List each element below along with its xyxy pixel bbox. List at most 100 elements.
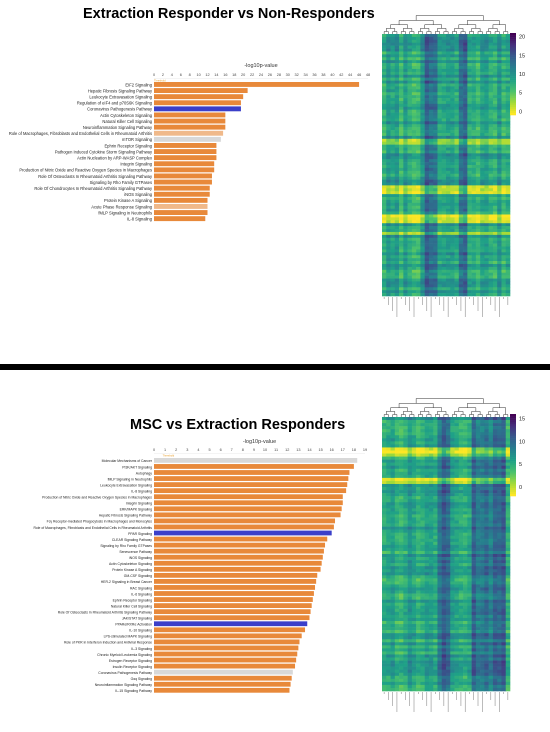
category-label: ERK/MAPK Signaling (120, 508, 153, 512)
x-tick-label: 1 (164, 448, 166, 452)
category-label: PPAR Signaling (128, 532, 152, 536)
category-label: Signaling by Rho Family GTPases (100, 544, 152, 548)
x-tick-label: 48 (366, 73, 370, 77)
x-tick-label: 4 (171, 73, 173, 77)
category-label: fMLP Signaling in Neutrophils (108, 477, 153, 481)
category-label: RAC Signaling (130, 586, 152, 590)
x-tick-label: 6 (220, 448, 222, 452)
x-tick-label: 18 (352, 448, 356, 452)
bar (154, 197, 208, 203)
section-divider (0, 364, 550, 370)
bar (154, 136, 221, 142)
category-label: Insulin Receptor Signaling (113, 665, 153, 669)
bar (154, 185, 210, 191)
bar (154, 609, 311, 615)
category-label: fMLP Signaling in Neutrophils (98, 210, 152, 215)
x-tick-label: 44 (348, 73, 352, 77)
column-labels (383, 692, 509, 712)
heatmap-1: 20 15 10 5 0 (382, 15, 525, 317)
category-label: Neuroinflammation Signaling Pathway (83, 125, 153, 130)
category-label: Actin Cytoskeleton Signaling (109, 562, 152, 566)
category-label: Actin Nucleation by ARP-WASP Complex (77, 156, 152, 161)
bar (154, 94, 244, 100)
bar (154, 82, 360, 87)
x-tick-label: 14 (214, 73, 218, 77)
bar (154, 681, 291, 687)
x-tick-label: 13 (296, 448, 300, 452)
x-tick-label: 16 (223, 73, 227, 77)
bar (154, 155, 217, 161)
x-tick-label: 24 (259, 73, 263, 77)
x-tick-label: 4 (197, 448, 199, 452)
x-tick-label: 6 (180, 73, 182, 77)
bar (154, 645, 299, 651)
category-label: Role of PKR in Interferon Induction and … (64, 641, 152, 645)
category-label: IL-3 Signaling (131, 647, 152, 651)
category-label: IL-8 Signaling (127, 217, 153, 222)
colorbar (510, 33, 516, 116)
x-tick-label: 46 (357, 73, 361, 77)
bar (154, 651, 298, 657)
colorbar-tick-label: 5 (519, 91, 522, 97)
category-label: Actin Cytoskeleton Signaling (100, 113, 153, 118)
x-tick-label: 11 (274, 448, 278, 452)
bar (154, 669, 293, 675)
category-label: Production of Nitric Oxide and Reactive … (19, 168, 152, 173)
x-tick-label: 14 (307, 448, 311, 452)
bar (154, 149, 217, 154)
bar (154, 167, 215, 173)
bar (154, 130, 224, 136)
bar (154, 663, 296, 669)
x-tick-label: 3 (186, 448, 188, 452)
category-label: Role Of Chondrocytes In Rheumatoid Arthr… (34, 186, 153, 191)
x-tick-label: 34 (303, 73, 307, 77)
category-label: Natural Killer Cell Signaling (102, 119, 152, 124)
x-tick-label: 5 (208, 448, 210, 452)
category-label: IL-6 Signaling (131, 592, 152, 596)
category-label: Role of Macrophages, Fibroblasts and End… (33, 526, 152, 530)
category-label: Leukocyte Extravasation Signaling (89, 95, 152, 100)
panel-extraction-responder-vs-non-responders: Extraction Responder vs Non-Responders -… (0, 0, 550, 362)
category-label: JAK/STAT Signaling (122, 617, 152, 621)
bar (154, 476, 349, 481)
colorbar-tick-label: 5 (519, 462, 522, 468)
bar (154, 627, 306, 633)
x-tick-label: 7 (231, 448, 233, 452)
category-label: Acute Phase Response Signaling (91, 204, 152, 209)
category-label: Senescence Pathway (119, 550, 152, 554)
category-label: Production of Nitric Oxide and Reactive … (42, 496, 152, 500)
category-label: Regulation of eIF4 and p70S6K Signaling (77, 101, 153, 106)
threshold-label: Threshold (154, 79, 166, 83)
x-tick-label: 8 (189, 73, 191, 77)
x-tick-label: 28 (277, 73, 281, 77)
bar (154, 464, 354, 469)
bar (154, 161, 215, 167)
bar (154, 548, 324, 554)
category-label: Gαq Signaling (131, 677, 152, 681)
bar (154, 633, 302, 639)
bar (154, 124, 226, 130)
colorbar-tick-label: 15 (519, 417, 525, 423)
category-label: Role Of Osteoclasts In Rheumatoid Arthri… (58, 610, 153, 614)
bar (154, 88, 248, 93)
colorbar-tick-label: 0 (519, 109, 522, 115)
bar (154, 118, 226, 124)
bar (154, 204, 208, 209)
category-label: Hepatic Fibrosis Signaling Pathway (99, 514, 152, 518)
bar (154, 621, 308, 627)
bar (154, 687, 290, 693)
category-label: PI3K/AKT Signaling (122, 465, 152, 469)
x-tick-label: 32 (295, 73, 299, 77)
x-tick-label: 2 (175, 448, 177, 452)
x-tick-label: 19 (363, 448, 367, 452)
heatmap-cells (382, 417, 511, 692)
category-label: LPS-stimulated MAPK Signaling (104, 635, 153, 639)
category-label: IL-10 Signaling (129, 629, 152, 633)
category-label: IL-8 Signaling (131, 489, 152, 493)
colorbar-tick-label: 15 (519, 53, 525, 59)
category-label: Protein Kinase A Signaling (104, 198, 153, 203)
colorbar (510, 414, 516, 497)
x-tick-label: 10 (196, 73, 200, 77)
